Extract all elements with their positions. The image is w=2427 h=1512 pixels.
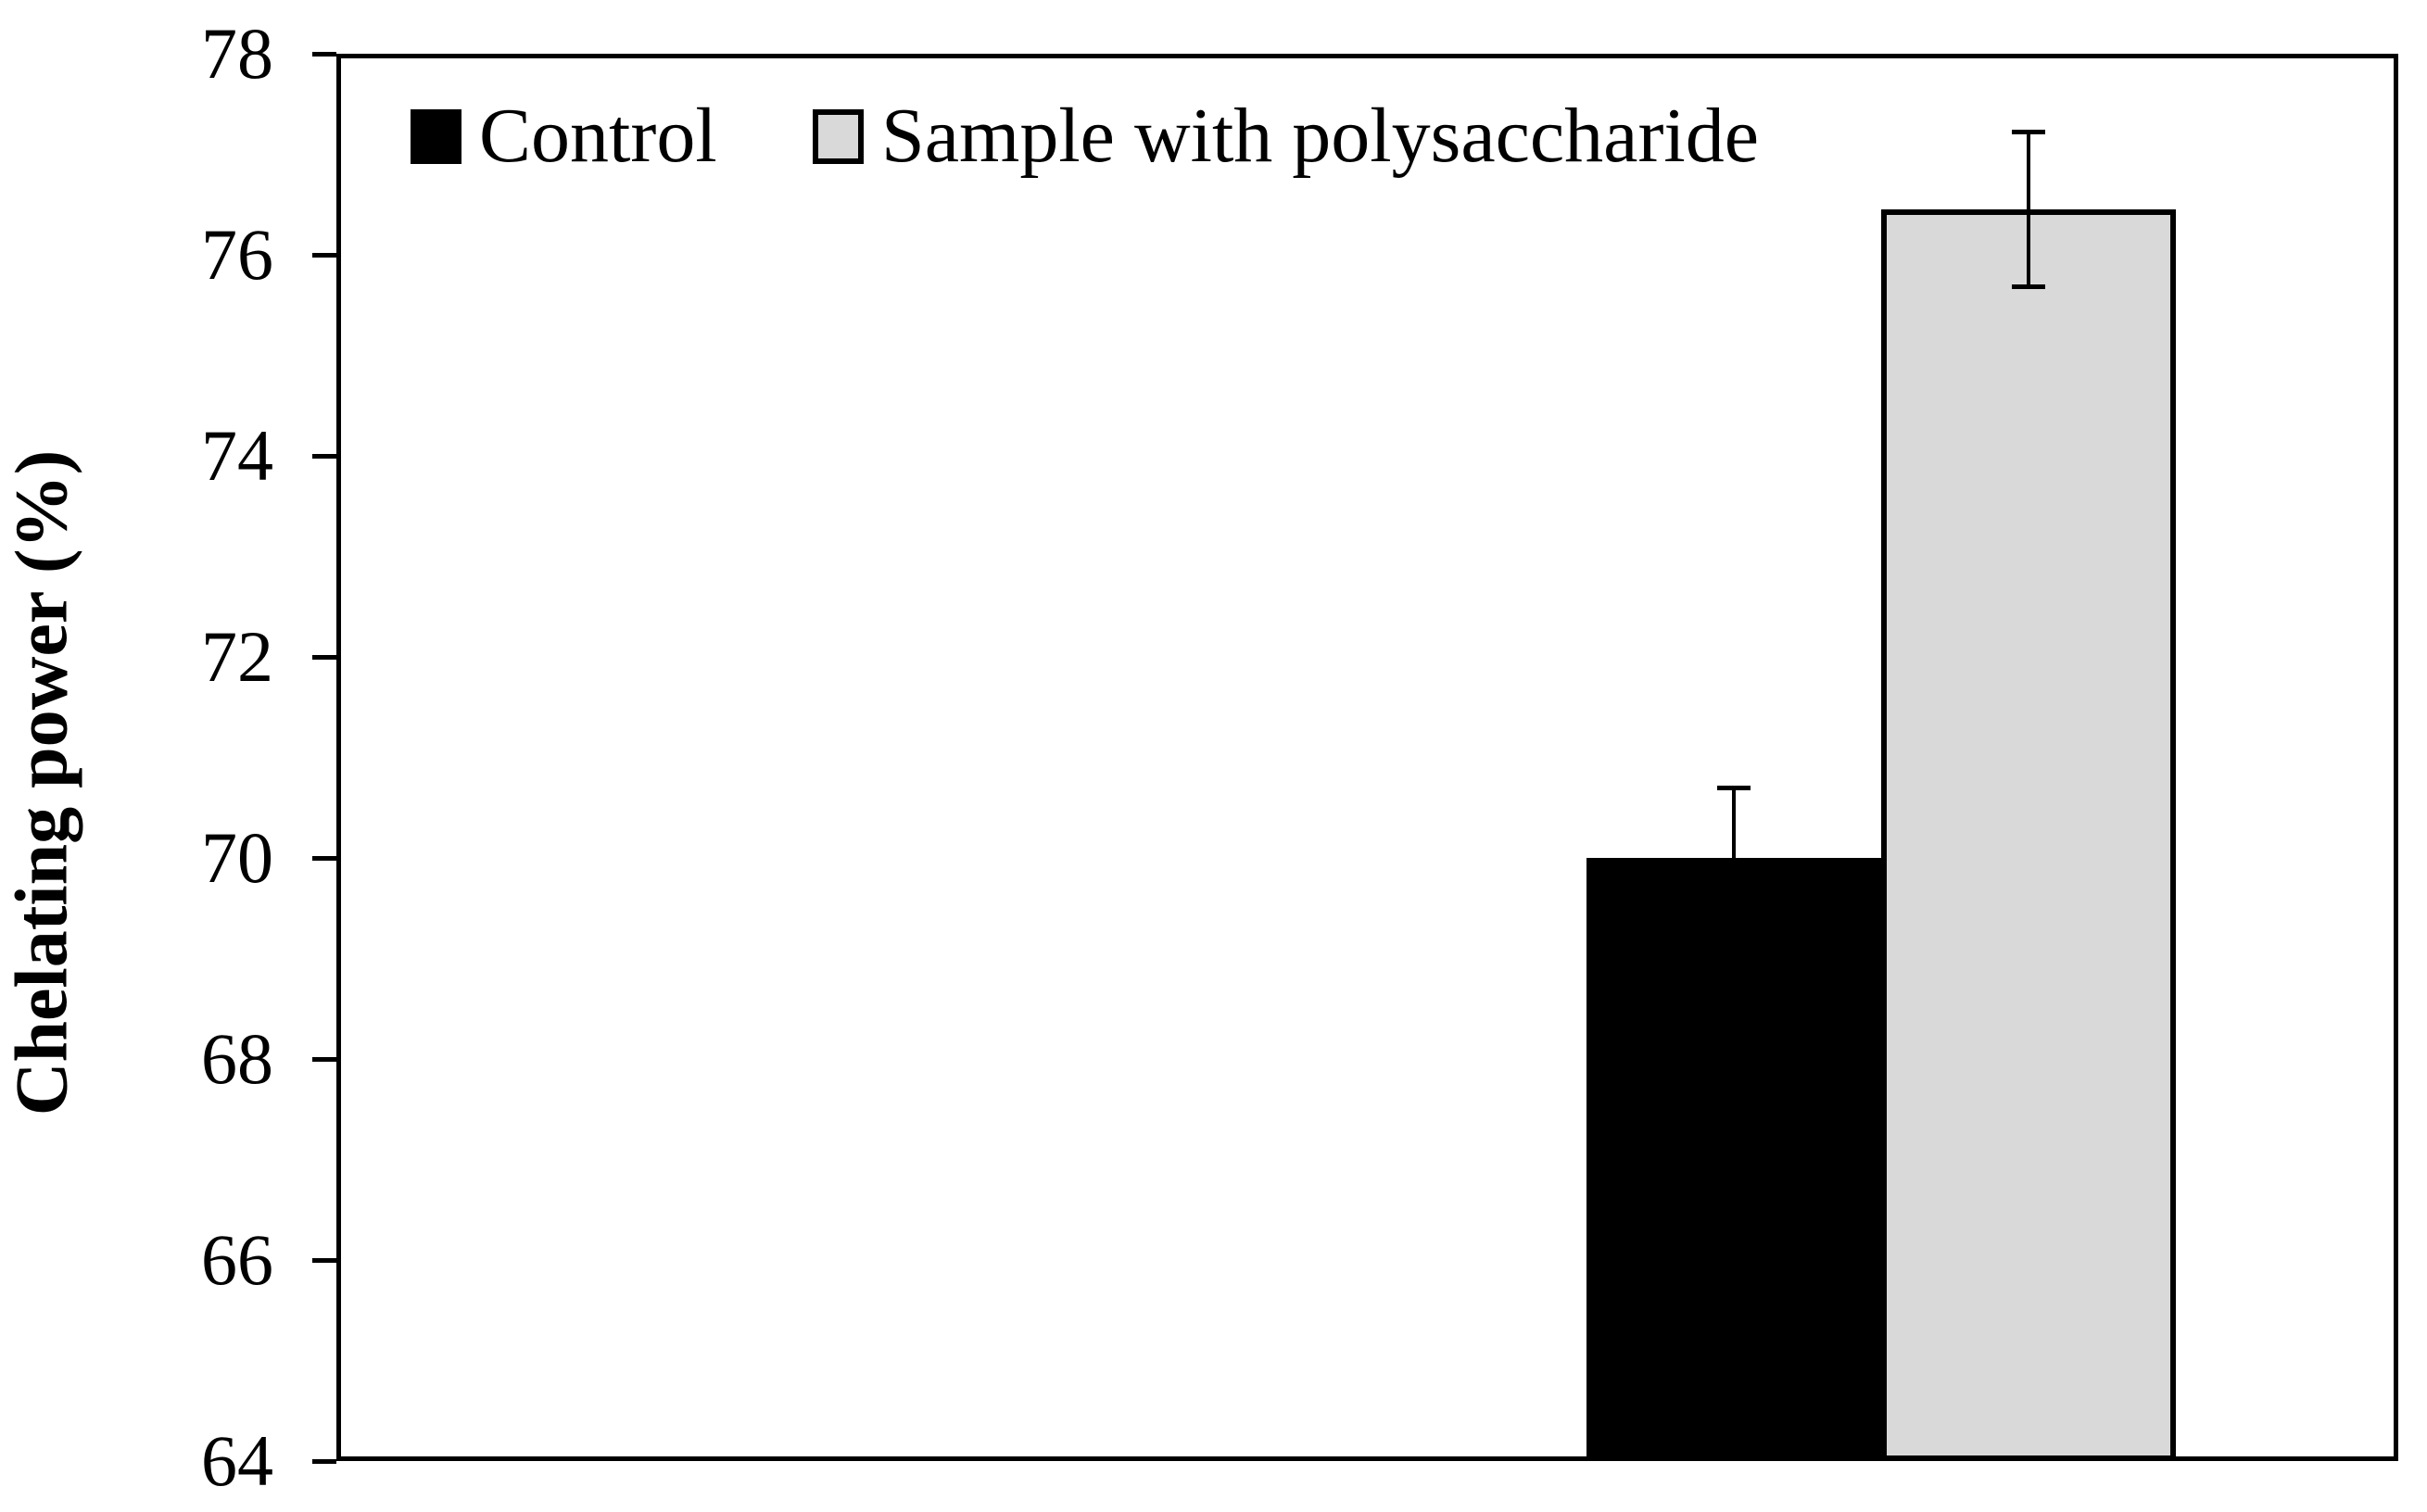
y-tick-label: 78 (201, 13, 273, 94)
bar-control (1586, 858, 1881, 1461)
y-tick-label: 74 (201, 415, 273, 496)
y-tick-mark (312, 855, 336, 861)
error-bar-cap-top-sample-with-polysaccharide (2012, 130, 2045, 135)
error-bar-cap-bottom-control (1717, 926, 1751, 931)
y-tick-label: 76 (201, 214, 273, 295)
y-tick-mark (312, 1257, 336, 1263)
bar-sample-with-polysaccharide (1881, 209, 2176, 1461)
legend-label-control: Control (479, 93, 717, 179)
y-tick-mark (312, 453, 336, 459)
y-tick-label: 66 (201, 1219, 273, 1300)
legend-label-sample-with-polysaccharide: Sample with polysaccharide (881, 93, 1760, 179)
error-bar-cap-bottom-sample-with-polysaccharide (2012, 284, 2045, 290)
y-tick-label: 64 (201, 1420, 273, 1501)
y-tick-mark (312, 654, 336, 660)
y-tick-mark (312, 252, 336, 258)
error-bar-line-control (1732, 788, 1736, 928)
y-tick-mark (312, 1458, 336, 1464)
y-tick-mark (312, 51, 336, 57)
y-tick-label: 72 (201, 616, 273, 697)
error-bar-line-sample-with-polysaccharide (2027, 132, 2030, 287)
legend-swatch-sample-with-polysaccharide (813, 109, 864, 164)
y-tick-mark (312, 1056, 336, 1062)
legend-swatch-control (411, 109, 461, 164)
error-bar-cap-top-control (1717, 785, 1751, 790)
y-tick-label: 70 (201, 817, 273, 898)
y-tick-label: 68 (201, 1018, 273, 1099)
